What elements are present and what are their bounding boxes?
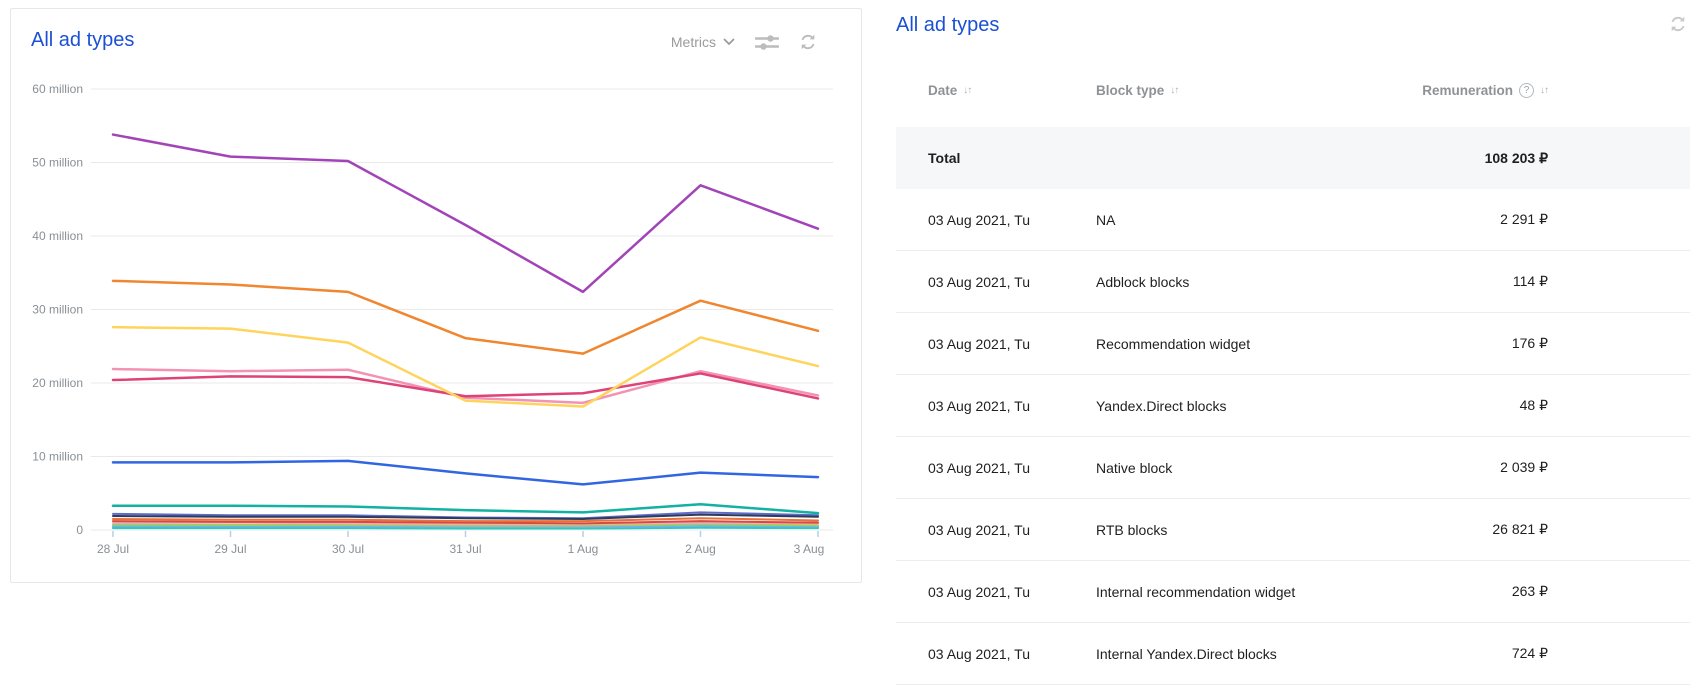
line-chart: 0 10 million 20 million 30 million 40 millio… xyxy=(11,9,863,584)
svg-text:30 Jul: 30 Jul xyxy=(332,542,364,556)
series-light-green xyxy=(113,524,818,525)
row-date: 03 Aug 2021, Tu xyxy=(928,274,1096,290)
table-row: 03 Aug 2021, TuRecommendation widget176 … xyxy=(896,313,1690,375)
chart-series xyxy=(113,135,818,529)
sort-icon[interactable]: ↓↑ xyxy=(1170,85,1178,96)
table-row: 03 Aug 2021, TuNA2 291 ₽ xyxy=(896,189,1690,251)
series-teal xyxy=(113,504,818,513)
series-gray xyxy=(113,527,818,528)
series-sky-blue xyxy=(113,526,818,527)
x-axis-ticks xyxy=(113,531,818,537)
series-cyan xyxy=(113,528,818,529)
table-row: 03 Aug 2021, TuInternal recommendation w… xyxy=(896,561,1690,623)
row-date: 03 Aug 2021, Tu xyxy=(928,212,1096,228)
svg-text:31 Jul: 31 Jul xyxy=(449,542,481,556)
row-date: 03 Aug 2021, Tu xyxy=(928,336,1096,352)
sort-icon[interactable]: ↓↑ xyxy=(1540,85,1548,96)
column-header-remuneration-label: Remuneration xyxy=(1422,83,1513,98)
dashboard: { "left_panel": { "title": "All ad types… xyxy=(0,0,1703,696)
table-row: 03 Aug 2021, TuInternal Yandex.Direct bl… xyxy=(896,623,1690,685)
svg-text:3 Aug: 3 Aug xyxy=(794,542,825,556)
series-orange xyxy=(113,281,818,354)
row-remuneration: 724 ₽ xyxy=(1512,645,1548,662)
series-crimson xyxy=(113,373,818,398)
column-header-block-type-label: Block type xyxy=(1096,83,1164,98)
svg-text:28 Jul: 28 Jul xyxy=(97,542,129,556)
chart-card-title: All ad types xyxy=(31,29,134,52)
row-date: 03 Aug 2021, Tu xyxy=(928,646,1096,662)
row-remuneration: 26 821 ₽ xyxy=(1492,521,1548,538)
gridlines xyxy=(91,89,833,530)
total-value: 108 203 ₽ xyxy=(1485,150,1548,167)
row-date: 03 Aug 2021, Tu xyxy=(928,584,1096,600)
row-block-type: Internal recommendation widget xyxy=(1096,584,1512,600)
row-date: 03 Aug 2021, Tu xyxy=(928,460,1096,476)
svg-text:29 Jul: 29 Jul xyxy=(214,542,246,556)
svg-text:2 Aug: 2 Aug xyxy=(685,542,716,556)
table-panel: All ad types Date ↓↑ Block type ↓↑ Remun… xyxy=(885,0,1703,696)
column-header-date-label: Date xyxy=(928,83,957,98)
sliders-icon[interactable] xyxy=(755,34,779,51)
svg-text:1 Aug: 1 Aug xyxy=(568,542,599,556)
metrics-dropdown-label: Metrics xyxy=(671,34,716,50)
x-axis-labels: 28 Jul 29 Jul 30 Jul 31 Jul 1 Aug 2 Aug 3 Aug xyxy=(97,542,824,556)
table-panel-title: All ad types xyxy=(896,14,999,37)
series-blue xyxy=(113,461,818,485)
svg-text:50 million: 50 million xyxy=(32,156,83,170)
row-remuneration: 48 ₽ xyxy=(1520,397,1548,414)
table-header-row: Date ↓↑ Block type ↓↑ Remuneration ? ↓↑ xyxy=(896,68,1690,112)
chart-card: 0 10 million 20 million 30 million 40 millio… xyxy=(10,8,862,583)
column-header-date[interactable]: Date ↓↑ xyxy=(928,83,1096,98)
table-row: 03 Aug 2021, TuRTB blocks26 821 ₽ xyxy=(896,499,1690,561)
table-row: 03 Aug 2021, TuNative block2 039 ₽ xyxy=(896,437,1690,499)
row-remuneration: 2 039 ₽ xyxy=(1500,459,1548,476)
table-total-row: Total 108 203 ₽ xyxy=(896,127,1690,189)
series-deep-orange xyxy=(113,518,818,521)
svg-text:10 million: 10 million xyxy=(32,450,83,464)
row-date: 03 Aug 2021, Tu xyxy=(928,398,1096,414)
chart-controls: Metrics xyxy=(671,33,817,51)
table-row: 03 Aug 2021, TuAdblock blocks114 ₽ xyxy=(896,251,1690,313)
series-red xyxy=(113,521,818,523)
row-remuneration: 176 ₽ xyxy=(1512,335,1548,352)
svg-text:20 million: 20 million xyxy=(32,376,83,390)
svg-text:40 million: 40 million xyxy=(32,229,83,243)
row-block-type: NA xyxy=(1096,212,1500,228)
series-yellow xyxy=(113,327,818,406)
metrics-dropdown[interactable]: Metrics xyxy=(671,34,735,50)
table-body: 03 Aug 2021, TuNA2 291 ₽03 Aug 2021, TuA… xyxy=(896,189,1690,685)
series-indigo xyxy=(113,512,818,518)
chevron-down-icon xyxy=(723,38,735,46)
table-row: 03 Aug 2021, TuYandex.Direct blocks48 ₽ xyxy=(896,375,1690,437)
row-date: 03 Aug 2021, Tu xyxy=(928,522,1096,538)
refresh-icon[interactable] xyxy=(1669,15,1687,33)
help-icon[interactable]: ? xyxy=(1519,83,1534,98)
svg-text:60 million: 60 million xyxy=(32,82,83,96)
row-block-type: Internal Yandex.Direct blocks xyxy=(1096,646,1512,662)
row-block-type: Yandex.Direct blocks xyxy=(1096,398,1520,414)
column-header-remuneration[interactable]: Remuneration ? ↓↑ xyxy=(1422,83,1548,98)
row-remuneration: 114 ₽ xyxy=(1513,273,1548,290)
y-axis-labels: 0 10 million 20 million 30 million 40 millio… xyxy=(32,82,83,537)
series-pale-pink xyxy=(113,523,818,524)
total-label: Total xyxy=(928,150,1096,166)
sort-icon[interactable]: ↓↑ xyxy=(963,85,971,96)
row-remuneration: 263 ₽ xyxy=(1512,583,1548,600)
row-block-type: RTB blocks xyxy=(1096,522,1492,538)
series-navy xyxy=(113,515,818,519)
column-header-block-type[interactable]: Block type ↓↑ xyxy=(1096,83,1422,98)
svg-text:30 million: 30 million xyxy=(32,303,83,317)
svg-text:0: 0 xyxy=(76,523,83,537)
row-remuneration: 2 291 ₽ xyxy=(1500,211,1548,228)
row-block-type: Adblock blocks xyxy=(1096,274,1513,290)
remuneration-table: Date ↓↑ Block type ↓↑ Remuneration ? ↓↑ … xyxy=(896,68,1690,685)
row-block-type: Recommendation widget xyxy=(1096,336,1512,352)
refresh-icon[interactable] xyxy=(799,33,817,51)
series-light-pink xyxy=(113,369,818,403)
series-purple xyxy=(113,135,818,292)
row-block-type: Native block xyxy=(1096,460,1500,476)
